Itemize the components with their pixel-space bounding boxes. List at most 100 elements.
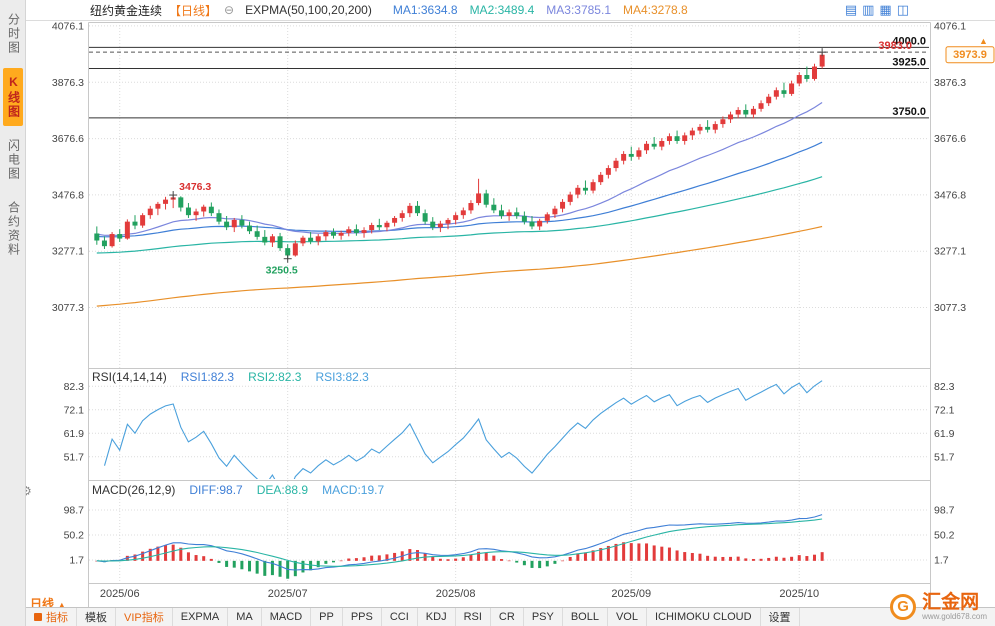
chart-header: 纽约黄金连续 【日线】 ⊖ EXPMA(50,100,20,200) MA1:3… (26, 0, 995, 21)
svg-text:4076.1: 4076.1 (934, 20, 966, 32)
toolbar-item-label: VIP指标 (124, 612, 164, 624)
collapse-indicator-icon[interactable]: ⊖ (224, 3, 235, 17)
rsi3-value: RSI3:82.3 (315, 370, 369, 384)
rsi2-value: RSI2:82.3 (248, 370, 302, 384)
toolbar-item-expma[interactable]: EXPMA (173, 608, 229, 626)
svg-text:3973.9: 3973.9 (953, 49, 987, 61)
svg-text:72.1: 72.1 (64, 404, 85, 416)
svg-text:51.7: 51.7 (64, 451, 85, 463)
svg-text:1.7: 1.7 (934, 554, 949, 566)
svg-text:61.9: 61.9 (934, 428, 955, 440)
svg-text:3876.3: 3876.3 (934, 77, 966, 89)
indicator-settings-icon[interactable]: ⚙ (21, 484, 32, 498)
svg-text:3277.1: 3277.1 (934, 246, 966, 258)
svg-text:2025/09: 2025/09 (611, 588, 651, 600)
svg-text:72.1: 72.1 (934, 404, 955, 416)
toolbar-item-cci[interactable]: CCI (382, 608, 418, 626)
ma2-value: MA2:3489.4 (469, 3, 535, 17)
toolbar-item-pp[interactable]: PP (311, 608, 343, 626)
ma3-value: MA3:3785.1 (546, 3, 611, 17)
svg-text:3750.0: 3750.0 (892, 106, 926, 118)
svg-text:82.3: 82.3 (934, 381, 955, 393)
layout-icon-2[interactable]: ▥ (862, 2, 875, 17)
svg-text:3876.3: 3876.3 (52, 77, 84, 89)
layout-icon-3[interactable]: ▦ (879, 2, 892, 17)
svg-text:3676.6: 3676.6 (52, 133, 84, 145)
rsi-header: RSI(14,14,14) RSI1:82.3 RSI2:82.3 RSI3:82.3 (92, 370, 369, 384)
sidebar-tab-time-chart[interactable]: 分时图 (6, 13, 21, 55)
chevron-up-icon: ▲ (57, 600, 67, 610)
sidebar: 分时图 K线图闪电图合约资料 (0, 0, 26, 626)
toolbar-item-vip-indicators[interactable]: VIP指标 (116, 608, 173, 626)
logo-mark-icon: G (890, 593, 917, 620)
toolbar-item-cr[interactable]: CR (491, 608, 524, 626)
toolbar-item-boll[interactable]: BOLL (563, 608, 608, 626)
toolbar-item-label: RSI (463, 611, 482, 623)
toolbar-item-pps[interactable]: PPS (343, 608, 382, 626)
logo-text: 汇金网 (922, 591, 980, 613)
toolbar-item-label: PP (319, 611, 334, 623)
toolbar-item-label: 设置 (768, 612, 791, 624)
sidebar-tab-lightning-chart[interactable]: 闪电图 (6, 139, 21, 181)
svg-text:2025/08: 2025/08 (436, 588, 476, 600)
rsi-indicator-label: RSI(14,14,14) (92, 370, 167, 384)
svg-text:3077.3: 3077.3 (934, 302, 966, 314)
macd-lines (96, 514, 823, 571)
svg-text:50.2: 50.2 (64, 529, 85, 541)
dea-value: DEA:88.9 (256, 483, 309, 497)
toolbar-item-label: 模板 (85, 612, 107, 624)
window-icons: ▤ ▥ ▦ ◫ (845, 2, 909, 18)
svg-text:98.7: 98.7 (64, 504, 85, 516)
toolbar-item-kdj[interactable]: KDJ (418, 608, 456, 626)
layout-icon-4[interactable]: ◫ (896, 2, 909, 17)
svg-text:▲: ▲ (979, 36, 988, 46)
svg-text:2025/06: 2025/06 (100, 588, 140, 600)
svg-text:2025/10: 2025/10 (779, 588, 819, 600)
svg-text:3277.1: 3277.1 (52, 246, 84, 258)
svg-text:2025/07: 2025/07 (268, 588, 308, 600)
macd-histogram (95, 542, 824, 579)
sidebar-tab-kline-chart[interactable]: K线图 (2, 68, 23, 126)
indicator-label: EXPMA(50,100,20,200) (245, 3, 372, 17)
svg-text:61.9: 61.9 (64, 428, 85, 440)
toolbar-item-indicators[interactable]: 指标 (26, 608, 77, 626)
panel-borders (88, 22, 931, 607)
gridlines (89, 22, 929, 583)
svg-text:98.7: 98.7 (934, 504, 955, 516)
rsi1-value: RSI1:82.3 (180, 370, 235, 384)
toolbar-item-psy[interactable]: PSY (524, 608, 563, 626)
toolbar-item-label: ICHIMOKU CLOUD (654, 611, 752, 623)
toolbar-item-ma[interactable]: MA (228, 608, 262, 626)
instrument-title: 纽约黄金连续 (90, 3, 163, 18)
svg-text:3476.3: 3476.3 (179, 181, 211, 193)
toolbar-item-label: PSY (531, 611, 554, 623)
svg-text:3676.6: 3676.6 (934, 133, 966, 145)
toolbar-item-templates[interactable]: 模板 (77, 608, 116, 626)
toolbar-item-rsi[interactable]: RSI (456, 608, 491, 626)
toolbar-item-label: MA (236, 611, 253, 623)
svg-text:4000.0: 4000.0 (892, 35, 926, 47)
indicator-toolbar: 指标 模板 VIP指标 EXPMA MA MACD PP PPS CCI KDJ RSI CR PSY B… (26, 607, 995, 626)
reference-lines[interactable] (89, 46, 929, 119)
toolbar-item-settings[interactable]: 设置 (761, 608, 800, 626)
toolbar-item-label: MACD (269, 611, 303, 623)
toolbar-item-ichimoku[interactable]: ICHIMOKU CLOUD (647, 608, 761, 626)
svg-text:1.7: 1.7 (69, 554, 84, 566)
toolbar-item-macd[interactable]: MACD (262, 608, 312, 626)
svg-text:3250.5: 3250.5 (266, 265, 298, 277)
toolbar-item-label: PPS (350, 611, 373, 623)
expma-lines (96, 101, 823, 307)
diff-value: DIFF:98.7 (189, 483, 243, 497)
candlesticks (94, 52, 825, 259)
period-tag: 【日线】 (169, 3, 218, 18)
ma-values: MA1:3634.8 MA2:3489.4 MA3:3785.1 MA4:3278.8 (393, 3, 688, 17)
svg-text:82.3: 82.3 (64, 381, 85, 393)
sidebar-tab-contract-info[interactable]: 合约资料 (6, 201, 21, 257)
toolbar-item-vol[interactable]: VOL (608, 608, 647, 626)
toolbar-item-label: 指标 (46, 612, 68, 624)
layout-icon-1[interactable]: ▤ (844, 2, 858, 17)
svg-text:50.2: 50.2 (934, 529, 955, 541)
site-logo: G 汇金网 www.gold678.com (890, 591, 987, 621)
svg-text:3476.8: 3476.8 (52, 189, 84, 201)
